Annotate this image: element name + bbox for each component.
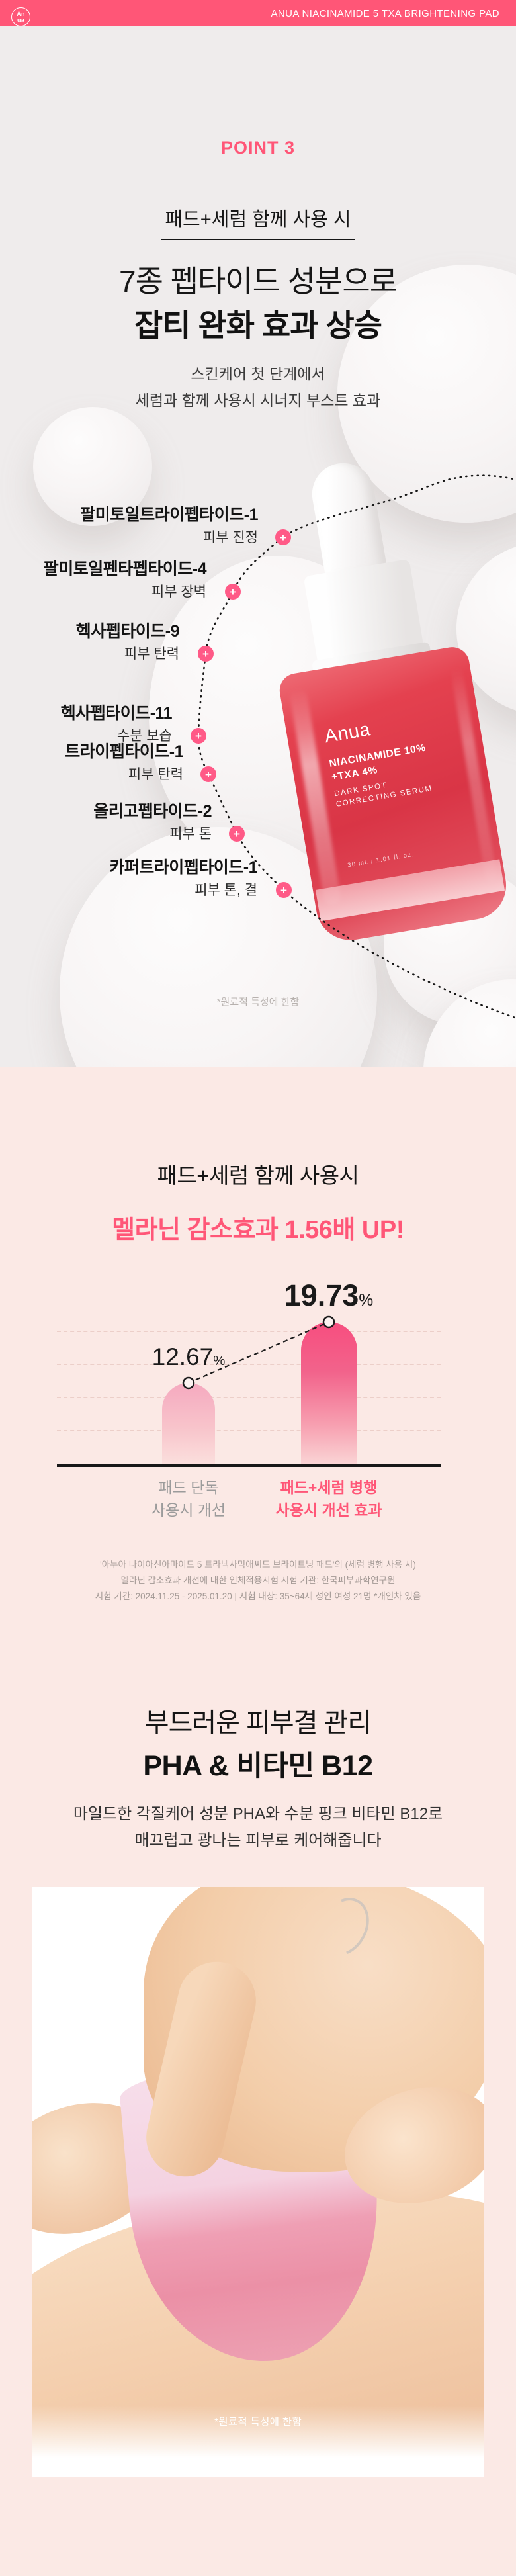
chart-gridline xyxy=(57,1331,441,1332)
value-number: 19.73 xyxy=(284,1278,359,1312)
usage-badge: 패드+세럼 함께 사용 시 xyxy=(0,204,516,240)
top-bar: An ua ANUA NIACINAMIDE 5 TXA BRIGHTENING… xyxy=(0,0,516,26)
plus-marker: + xyxy=(200,766,216,782)
plus-marker: + xyxy=(275,529,291,545)
category-label-pad-serum: 패드+세럼 병행 사용시 개선 효과 xyxy=(249,1476,408,1521)
data-point xyxy=(322,1315,335,1329)
chart-connector xyxy=(182,1315,335,1390)
plus-icon: + xyxy=(205,768,212,781)
pha-body-line1: 마일드한 각질케어 성분 PHA와 수분 핑크 비타민 B12로 xyxy=(73,1805,443,1823)
photo-bottom-fade xyxy=(32,2405,484,2477)
peptide-benefit: 피부 진정 xyxy=(202,530,258,545)
header-title: ANUA NIACINAMIDE 5 TXA BRIGHTENING PAD xyxy=(271,7,499,19)
plus-marker: + xyxy=(225,584,241,600)
plus-marker: + xyxy=(229,826,245,842)
usage-badge-text: 패드+세럼 함께 사용 시 xyxy=(161,204,355,240)
heading-line2: 잡티 완화 효과 상승 xyxy=(134,308,382,343)
chart-gridline xyxy=(57,1397,441,1398)
bar-pad-serum xyxy=(301,1322,357,1464)
peptide-name: 올리고펩타이드-2 xyxy=(93,802,212,821)
value-label-pad-only: 12.67% xyxy=(116,1343,261,1371)
anua-logo-icon: An ua xyxy=(11,7,30,26)
pha-heading-line1: 부드러운 피부결 관리 xyxy=(144,1709,372,1738)
peptide-name: 팔미토일트라이펩타이드-1 xyxy=(80,506,258,524)
plus-marker: + xyxy=(276,882,292,898)
peptide-benefit: 수분 보습 xyxy=(116,729,172,744)
peptide-name: 헥사펩타이드-9 xyxy=(75,622,180,641)
heading-line1: 7종 펩타이드 성분으로 xyxy=(118,264,398,298)
peptide-benefit: 피부 톤, 결 xyxy=(194,883,257,898)
plus-marker: + xyxy=(191,728,206,744)
peptide-name: 카퍼트라이펩타이드-1 xyxy=(109,858,257,877)
peptide-item: 올리고펩타이드-2 피부 톤 xyxy=(93,801,212,844)
peptide-benefit: 피부 탄력 xyxy=(124,646,179,662)
chart-footnotes: '아누아 나이아신아마이드 5 트라넥사믹애씨드 브라이트닝 패드'의 (세럼 … xyxy=(0,1557,516,1605)
value-label-pad-serum: 19.73% xyxy=(256,1278,402,1313)
logo-text-line1: An xyxy=(17,11,25,17)
pha-body-line2: 매끄럽고 광나는 피부로 케어해줍니다 xyxy=(134,1832,382,1849)
plus-icon: + xyxy=(202,647,209,660)
melanin-title-line2: 멜라닌 감소효과 1.56배 UP! xyxy=(112,1216,404,1244)
category-label-pad-only: 패드 단독 사용시 개선 xyxy=(109,1476,268,1521)
peptide-item: 팔미토일트라이펩타이드-1 피부 진정 xyxy=(80,504,258,548)
value-number: 12.67 xyxy=(151,1343,214,1370)
background-egg xyxy=(33,407,152,526)
plus-icon: + xyxy=(234,827,240,840)
callout-curve xyxy=(197,474,516,1019)
chart-gridline xyxy=(57,1364,441,1365)
footnote-line: 멜라닌 감소효과 개선에 대한 인체적용시험 시험 기관: 한국피부과학연구원 xyxy=(120,1576,396,1585)
subheading-line2: 세럼과 함께 사용시 시너지 부스트 효과 xyxy=(135,392,381,409)
photo-caption: *원료적 특성에 한함 xyxy=(214,2417,302,2428)
bar-chart: 12.67% 19.73% 패드 단독 사용시 개선 패드+세럼 병행 사용시 … xyxy=(57,1278,441,1554)
peptide-item: 헥사펩타이드-11 수분 보습 xyxy=(60,703,173,746)
category-line: 패드 단독 xyxy=(158,1479,219,1496)
point-label: POINT 3 xyxy=(220,138,296,157)
footnote-line: 시험 기간: 2024.11.25 - 2025.01.20 | 시험 대상: … xyxy=(95,1591,421,1601)
peptide-benefit: 피부 탄력 xyxy=(128,767,183,782)
plus-icon: + xyxy=(195,729,202,742)
category-line: 사용시 개선 효과 xyxy=(275,1501,382,1519)
chart-gridline xyxy=(57,1430,441,1431)
peptide-name: 헥사펩타이드-11 xyxy=(60,704,173,723)
logo-text-line2: ua xyxy=(17,16,25,23)
category-line: 사용시 개선 xyxy=(151,1501,226,1519)
melanin-title-line1: 패드+세럼 함께 사용시 xyxy=(157,1163,359,1188)
plus-icon: + xyxy=(280,883,287,897)
subheading-line1: 스킨케어 첫 단계에서 xyxy=(191,365,325,382)
value-unit: % xyxy=(213,1354,226,1368)
peptide-item: 카퍼트라이펩타이드-1 피부 톤, 결 xyxy=(109,857,257,901)
category-line: 패드+세럼 병행 xyxy=(280,1479,378,1496)
peptide-name: 팔미토일펜타펩타이드-4 xyxy=(43,560,207,578)
peptide-name: 트라이펩타이드-1 xyxy=(65,742,183,761)
plus-icon: + xyxy=(230,585,236,598)
plus-icon: + xyxy=(280,531,286,544)
peptide-item: 헥사펩타이드-9 피부 탄력 xyxy=(75,621,180,664)
hand-photo: *원료적 특성에 한함 xyxy=(32,1887,484,2477)
pha-heading-line2: PHA & 비타민 B12 xyxy=(143,1750,373,1782)
chart-baseline xyxy=(57,1464,441,1467)
plus-marker: + xyxy=(198,646,214,662)
data-point xyxy=(182,1376,195,1390)
bar-pad-only xyxy=(162,1383,215,1464)
value-unit: % xyxy=(359,1292,374,1310)
section-point3: POINT 3 패드+세럼 함께 사용 시 7종 펩타이드 성분으로 잡티 완화… xyxy=(0,26,516,1067)
section-melanin-pha: 패드+세럼 함께 사용시 멜라닌 감소효과 1.56배 UP! 12.67% 1… xyxy=(0,1067,516,2576)
ingredient-disclaimer: *원료적 특성에 한함 xyxy=(216,997,300,1008)
peptide-benefit: 피부 톤 xyxy=(169,826,212,842)
peptide-benefit: 피부 장벽 xyxy=(151,584,206,600)
peptide-item: 트라이펩타이드-1 피부 탄력 xyxy=(65,741,183,785)
footnote-line: '아누아 나이아신아마이드 5 트라넥사믹애씨드 브라이트닝 패드'의 (세럼 … xyxy=(100,1560,416,1570)
peptide-item: 팔미토일펜타펩타이드-4 피부 장벽 xyxy=(43,558,207,602)
